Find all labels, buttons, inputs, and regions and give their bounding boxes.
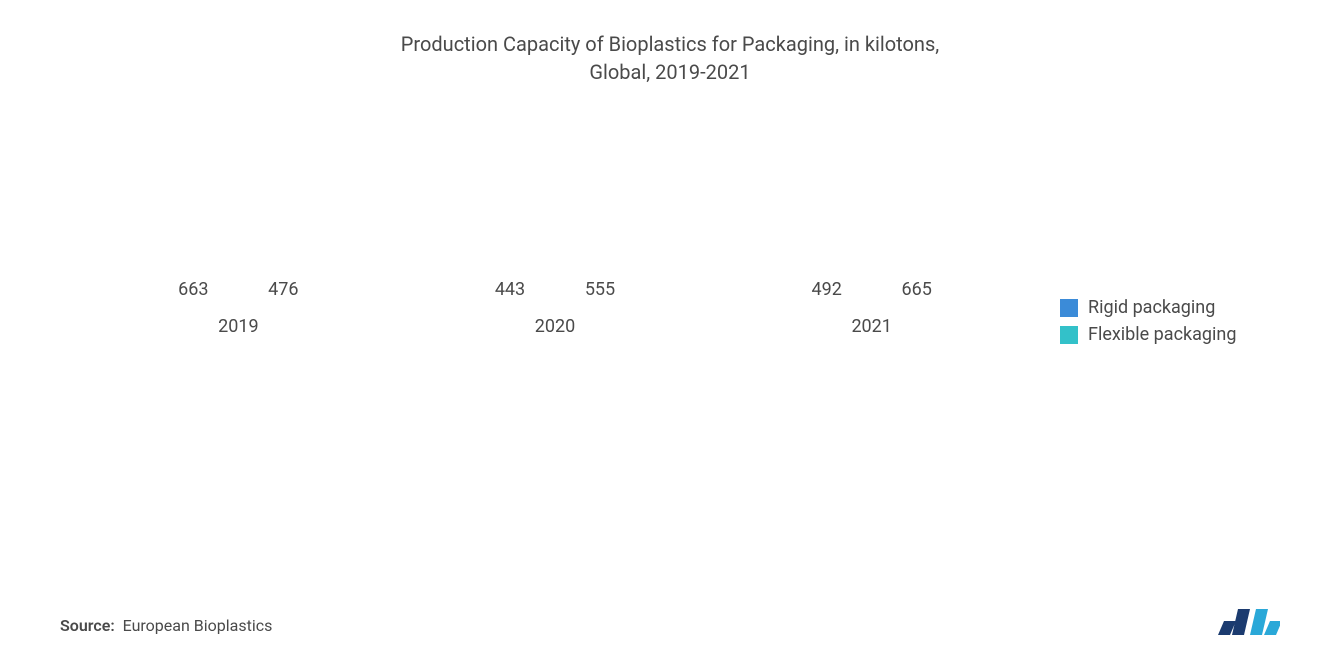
bar-value-label: 663 <box>148 279 238 300</box>
legend-item: Flexible packaging <box>1060 324 1280 345</box>
source-text: European Bioplastics <box>123 616 273 635</box>
plot-area: 663476443555492665 <box>60 305 1050 306</box>
chart-title: Production Capacity of Bioplastics for P… <box>310 30 1030 86</box>
bar-value-label: 492 <box>782 279 872 300</box>
legend-swatch <box>1060 299 1078 317</box>
bar-value-label: 665 <box>872 279 962 300</box>
legend-label: Rigid packaging <box>1088 297 1215 318</box>
x-axis-label: 2020 <box>397 316 714 337</box>
bar-value-label: 555 <box>555 279 645 300</box>
chart-title-line2: Global, 2019-2021 <box>589 60 750 84</box>
chart-title-line1: Production Capacity of Bioplastics for P… <box>401 32 939 56</box>
bar-value-label: 476 <box>238 279 328 300</box>
source-label: Source: <box>60 616 115 635</box>
legend-label: Flexible packaging <box>1088 324 1236 345</box>
legend-item: Rigid packaging <box>1060 297 1280 318</box>
plot-wrap: 663476443555492665 201920202021 <box>60 305 1050 337</box>
mordor-intelligence-logo <box>1216 601 1280 639</box>
legend-swatch <box>1060 326 1078 344</box>
chart-container: Production Capacity of Bioplastics for P… <box>0 0 1320 665</box>
x-axis-label: 2021 <box>713 316 1030 337</box>
bar-value-label: 443 <box>465 279 555 300</box>
x-axis-label: 2019 <box>80 316 397 337</box>
source-attribution: Source: European Bioplastics <box>60 616 272 635</box>
plot-row: 663476443555492665 201920202021 Rigid pa… <box>60 106 1280 536</box>
x-axis-labels: 201920202021 <box>60 306 1050 337</box>
legend: Rigid packaging Flexible packaging <box>1050 297 1280 345</box>
